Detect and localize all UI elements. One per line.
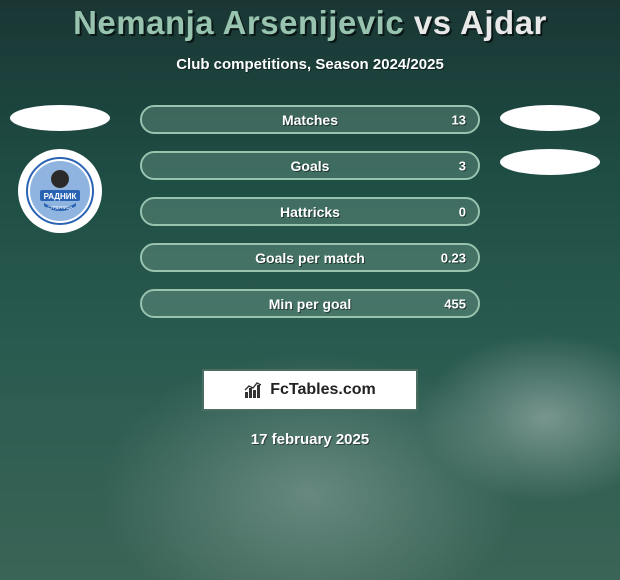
stat-bar-value-p1: 13 [452, 112, 466, 127]
player2-name: Ajdar [460, 4, 547, 41]
vs-text: vs [414, 4, 452, 41]
svg-text:РАДНИК: РАДНИК [44, 192, 77, 201]
stat-bar-label: Min per goal [269, 296, 351, 312]
comparison-card: Nemanja Arsenijevic vs Ajdar Club compet… [0, 0, 620, 580]
stat-bar: Min per goal 455 [140, 289, 480, 318]
subtitle: Club competitions, Season 2024/2025 [0, 56, 620, 73]
brand-chart-icon [244, 380, 264, 400]
stat-bars: Matches 13 Goals 3 Hattricks 0 Goals per match… [140, 105, 480, 335]
stat-bar-label: Goals [291, 158, 330, 174]
player1-club-badge: РАДНИК СУРДУЛИЦА [18, 149, 102, 233]
player2-side [500, 99, 600, 193]
brand-text: FcTables.com [270, 381, 376, 399]
stat-bar: Goals per match 0.23 [140, 243, 480, 272]
club-badge-icon: РАДНИК СУРДУЛИЦА [26, 157, 94, 225]
stat-bar-value-p1: 455 [444, 296, 466, 311]
svg-text:СУРДУЛИЦА: СУРДУЛИЦА [47, 205, 72, 210]
stat-bar: Matches 13 [140, 105, 480, 134]
page-title: Nemanja Arsenijevic vs Ajdar [0, 4, 620, 42]
stat-bar-label: Matches [282, 112, 338, 128]
stat-bar-label: Hattricks [280, 204, 340, 220]
stat-bar-label: Goals per match [255, 250, 365, 266]
player1-placeholder-ellipse [10, 105, 110, 131]
player2-placeholder-ellipse-2 [500, 149, 600, 175]
player1-side: РАДНИК СУРДУЛИЦА [10, 99, 110, 233]
stat-bar-value-p1: 0 [459, 204, 466, 219]
body-area: РАДНИК СУРДУЛИЦА Matches 13 Goals 3 Hattrick… [0, 105, 620, 365]
stat-bar-value-p1: 3 [459, 158, 466, 173]
date-text: 17 february 2025 [0, 431, 620, 448]
brand-box[interactable]: FcTables.com [202, 369, 418, 411]
stat-bar-value-p1: 0.23 [441, 250, 466, 265]
stat-bar: Goals 3 [140, 151, 480, 180]
player2-placeholder-ellipse-1 [500, 105, 600, 131]
stat-bar: Hattricks 0 [140, 197, 480, 226]
player1-name: Nemanja Arsenijevic [73, 4, 404, 41]
